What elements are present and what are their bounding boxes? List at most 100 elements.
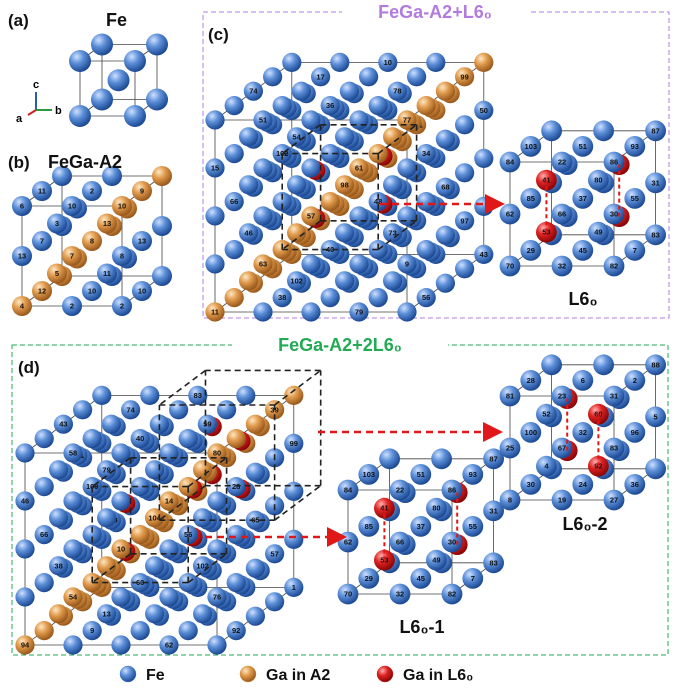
atom [124, 105, 146, 127]
atom-label: 92 [232, 626, 240, 635]
atom-label: 99 [460, 72, 468, 81]
atom [140, 386, 159, 405]
atom-label: 14 [165, 496, 174, 505]
atom [417, 192, 436, 211]
atom-label: 62 [506, 209, 514, 218]
atom-label: 6 [581, 376, 585, 385]
atom [455, 163, 474, 182]
atom-label: 7 [70, 251, 74, 260]
atom [436, 226, 455, 245]
atom [417, 240, 436, 259]
atom-label: 10 [88, 286, 96, 295]
atom-label: 84 [506, 157, 515, 166]
atom-label: 10 [68, 201, 76, 210]
atom [145, 604, 164, 623]
atom-label: 30 [527, 480, 535, 489]
atom [227, 429, 246, 448]
atom-label: 52 [542, 410, 550, 419]
atom-label: 86 [448, 485, 456, 494]
atom-label: 78 [393, 87, 401, 96]
atom-label: 80 [213, 448, 221, 457]
atom [246, 415, 265, 434]
atom [474, 53, 493, 72]
atom-label: 68 [441, 183, 449, 192]
atom [541, 120, 562, 141]
legend-label: Ga in L6₀ [403, 667, 473, 684]
legend-swatch [240, 666, 256, 682]
atom-label: 6 [20, 201, 24, 210]
atom-label: 9 [90, 626, 94, 635]
atom-label: 70 [506, 261, 514, 270]
atom [431, 448, 452, 469]
atom [73, 400, 92, 419]
atom [359, 67, 378, 86]
legend-swatch [120, 666, 136, 682]
cell-title: L6₀-1 [399, 617, 444, 637]
atom-label: 55 [631, 194, 639, 203]
atom [205, 110, 224, 129]
atom [340, 82, 359, 101]
atom-label: 2 [90, 186, 94, 195]
atom [436, 130, 455, 149]
atom-label: 29 [527, 246, 535, 255]
atom-label: 38 [278, 293, 286, 302]
atom-label: 37 [579, 194, 587, 203]
atom-label: 27 [610, 495, 618, 504]
atom [102, 415, 121, 434]
atom [63, 491, 82, 510]
atom-label: 49 [432, 556, 440, 565]
atom-label: 54 [69, 592, 78, 601]
atom-label: 19 [558, 495, 566, 504]
atom-label: 83 [489, 558, 497, 567]
atom-label: 97 [460, 216, 468, 225]
atom [124, 50, 146, 72]
atom-label: 80 [594, 176, 602, 185]
atom [111, 491, 130, 510]
atom [301, 254, 320, 273]
atom [146, 34, 168, 56]
atom [265, 592, 284, 611]
panel-title: FeGa-A2 [48, 152, 122, 172]
atom [97, 508, 116, 527]
atom-label: 31 [651, 178, 659, 187]
atom [541, 354, 562, 375]
atom-label: 7 [471, 574, 475, 583]
atom [436, 82, 455, 101]
axis-label: c [33, 79, 39, 91]
atom [369, 96, 388, 115]
atom-label: 5 [654, 412, 658, 421]
atom-label: 13 [103, 219, 111, 228]
atom-label: 82 [610, 261, 618, 270]
atom [152, 216, 172, 236]
atom [131, 621, 150, 640]
atom-label: 29 [365, 574, 373, 583]
atom-label: 103 [525, 142, 538, 151]
atom [146, 89, 168, 111]
atom [35, 621, 54, 640]
atom-label: 10 [118, 201, 126, 210]
atom [321, 288, 340, 307]
atom-label: 24 [579, 480, 588, 489]
atom [15, 539, 34, 558]
atom-label: 55 [469, 522, 477, 531]
atom-label: 80 [432, 504, 440, 513]
atom-label: 61 [355, 163, 363, 172]
atom [593, 354, 614, 375]
atom-label: 40 [136, 434, 144, 443]
atom-label: 28 [527, 376, 535, 385]
atom-label: 13 [138, 236, 146, 245]
atom [292, 82, 311, 101]
atom-label: 3 [55, 219, 59, 228]
panel-tag: (b) [8, 153, 30, 172]
atom-label: 83 [610, 443, 618, 452]
atom [207, 635, 226, 654]
atom-label: 76 [213, 592, 221, 601]
atom [169, 400, 188, 419]
atom [225, 144, 244, 163]
atom [193, 508, 212, 527]
atom-label: 99 [290, 439, 298, 448]
atom [227, 525, 246, 544]
atom [284, 482, 303, 501]
atom-label: 51 [579, 142, 587, 151]
atom [108, 69, 130, 91]
